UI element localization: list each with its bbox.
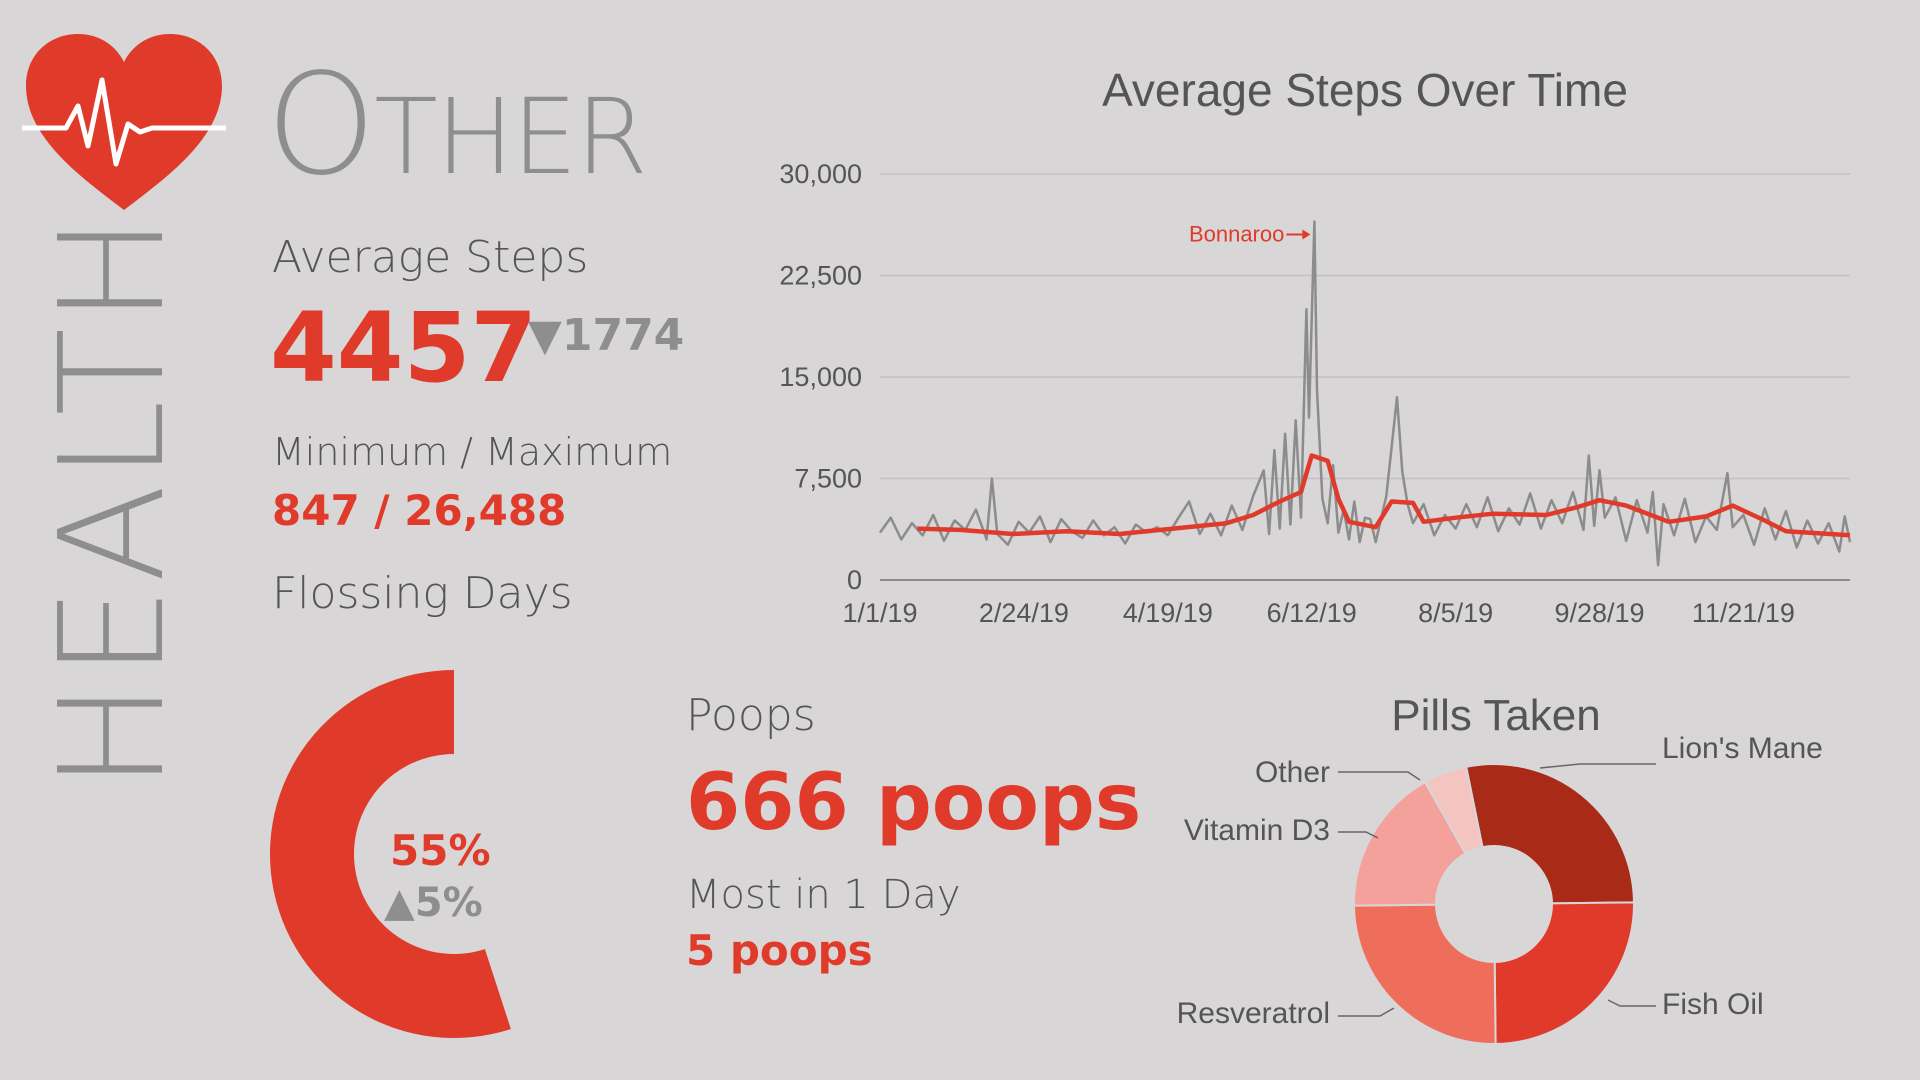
heart-pulse-icon	[22, 34, 226, 210]
annotation-arrow-head	[1302, 229, 1311, 240]
pie-slice-other	[1423, 765, 1484, 855]
most-in-day-value: 5 poops	[686, 926, 873, 975]
pie-leader-vitamin-d3	[1338, 831, 1379, 839]
pie-slice-vitamin-d3	[1353, 780, 1467, 907]
flossing-arc	[269, 670, 511, 1038]
x-tick-label: 9/28/19	[1554, 598, 1644, 628]
most-in-day-label: Most in 1 Day	[686, 872, 961, 918]
poops-label: Poops	[686, 690, 816, 741]
y-tick-label: 7,500	[794, 464, 862, 494]
flossing-days-label: Flossing Days	[272, 568, 573, 619]
x-tick-label: 1/1/19	[842, 598, 917, 628]
pie-leader-lion-s-mane	[1539, 763, 1656, 769]
section-title: OTHER	[266, 44, 648, 207]
series-line-moving-average	[917, 453, 1851, 538]
annotation-label: Bonnaroo	[1189, 222, 1284, 247]
steps-line-chart: Average Steps Over Time 0 7,500 15,000 22,50…	[779, 64, 1852, 628]
pie-leader-fish-oil	[1607, 999, 1656, 1007]
y-tick-label: 0	[847, 565, 862, 595]
y-tick-label: 22,500	[779, 261, 862, 291]
flossing-percent: 55%	[390, 826, 491, 875]
x-tick-label: 8/5/19	[1418, 598, 1493, 628]
flossing-delta: ▲5%	[384, 880, 483, 926]
average-steps-value: 4457	[270, 292, 538, 404]
y-tick-label: 15,000	[779, 362, 862, 392]
min-max-label: Minimum / Maximum	[272, 430, 673, 474]
pie-slice-fish-oil	[1493, 901, 1635, 1046]
pie-label-fish-oil: Fish Oil	[1662, 988, 1764, 1021]
y-tick-label: 30,000	[779, 159, 862, 189]
min-max-value: 847 / 26,488	[272, 486, 567, 535]
poops-value: 666 poops	[686, 758, 1142, 848]
pie-slice-lion-s-mane	[1465, 763, 1636, 905]
pie-leader-other	[1338, 771, 1421, 781]
pie-slice-resveratrol	[1352, 903, 1497, 1045]
flossing-donut-chart	[269, 670, 511, 1038]
series-line-daily-steps	[878, 220, 1852, 567]
chart-title: Average Steps Over Time	[1102, 64, 1628, 116]
pie-label-vitamin-d3: Vitamin D3	[1184, 814, 1330, 847]
vertical-section-title: HEALTH	[28, 211, 196, 790]
average-steps-delta: ▼1774	[528, 310, 685, 361]
x-tick-label: 6/12/19	[1267, 598, 1357, 628]
pie-label-lion-s-mane: Lion's Mane	[1662, 732, 1823, 765]
pills-donut-chart: Pills Taken Lion's Mane Fish Oil Resveratro…	[1177, 691, 1823, 1046]
x-tick-label: 4/19/19	[1123, 598, 1213, 628]
pie-label-resveratrol: Resveratrol	[1177, 997, 1330, 1030]
pie-title: Pills Taken	[1391, 691, 1601, 740]
x-tick-label: 11/21/19	[1692, 598, 1795, 628]
x-tick-label: 2/24/19	[979, 598, 1069, 628]
average-steps-label: Average Steps	[272, 232, 589, 283]
pie-leader-resveratrol	[1338, 1007, 1395, 1017]
pie-label-other: Other	[1255, 756, 1330, 789]
